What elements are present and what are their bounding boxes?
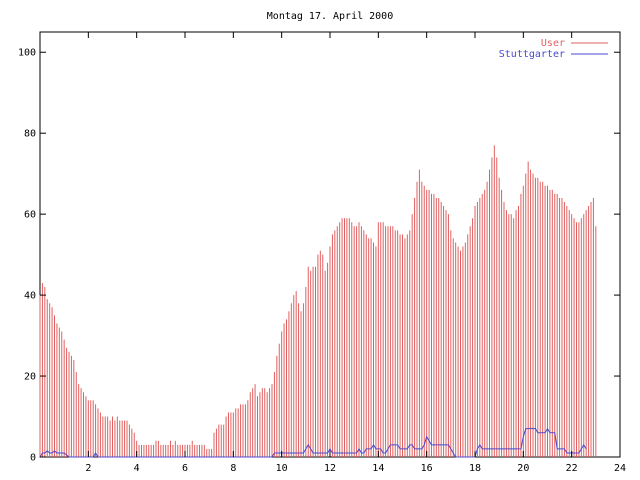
x-tick-label: 10 <box>276 463 288 474</box>
x-tick-label: 16 <box>421 463 433 474</box>
y-tick-label: 60 <box>24 210 36 221</box>
y-tick-label: 100 <box>18 48 36 59</box>
user-bars <box>39 145 597 457</box>
x-tick-label: 2 <box>85 463 91 474</box>
chart-title: Montag 17. April 2000 <box>267 11 393 22</box>
x-tick-label: 20 <box>517 463 529 474</box>
x-tick-label: 6 <box>182 463 188 474</box>
y-tick-label: 80 <box>24 129 36 140</box>
y-tick-label: 40 <box>24 291 36 302</box>
x-tick-label: 24 <box>614 463 626 474</box>
x-tick-label: 14 <box>372 463 384 474</box>
x-tick-label: 18 <box>469 463 481 474</box>
stuttgarter-line <box>39 427 587 458</box>
legend: User Stuttgarter <box>499 38 608 60</box>
y-tick-label: 0 <box>30 453 36 464</box>
x-tick-label: 22 <box>566 463 578 474</box>
x-tick-label: 8 <box>230 463 236 474</box>
legend-user-label: User <box>541 38 565 49</box>
x-tick-label: 4 <box>134 463 140 474</box>
y-tick-label: 20 <box>24 372 36 383</box>
x-tick-label: 12 <box>324 463 336 474</box>
legend-stuttgarter-label: Stuttgarter <box>499 49 565 60</box>
